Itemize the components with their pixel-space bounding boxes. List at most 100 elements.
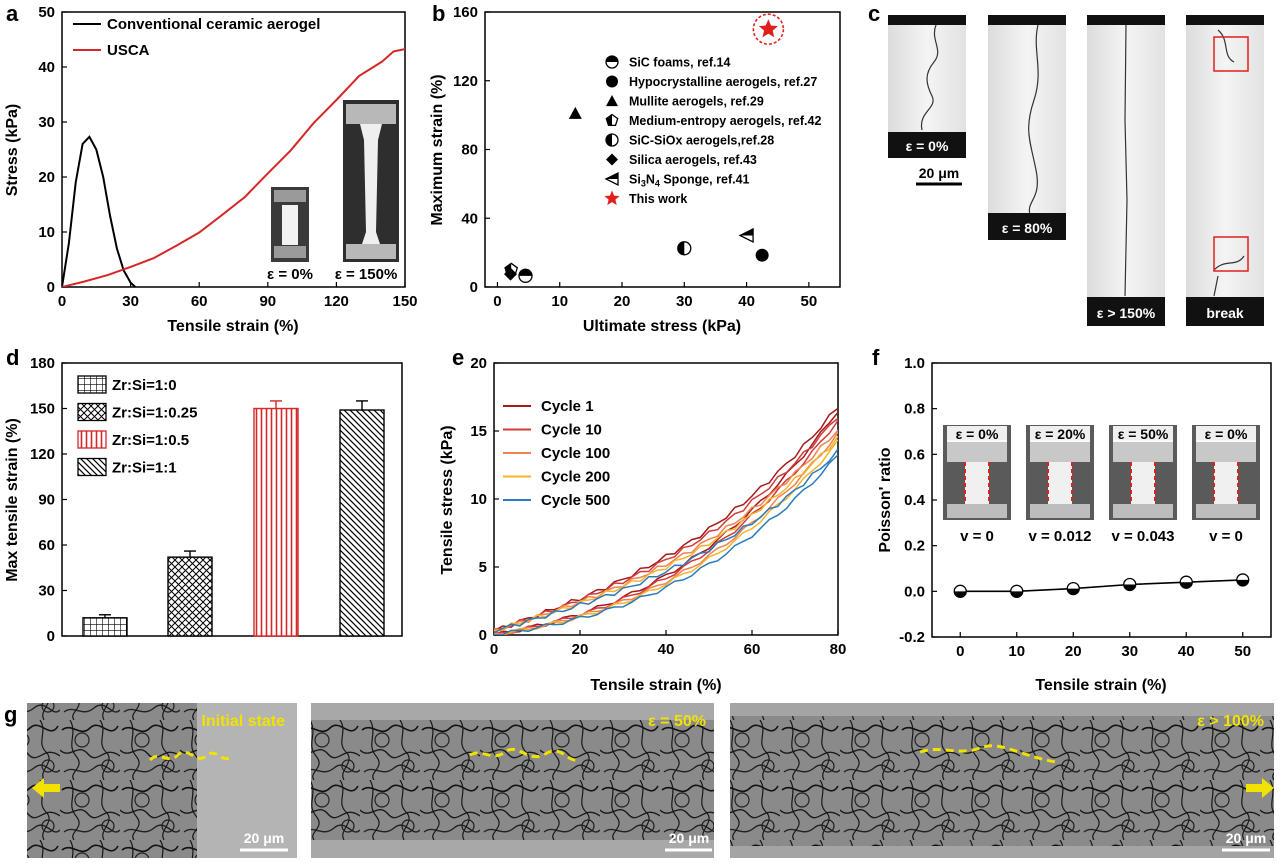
panel-b-star-halo bbox=[752, 13, 785, 45]
panel-g-image-0: Initial state 20 μm bbox=[27, 703, 297, 858]
panel-b-legend-label-2: Mullite aerogels, ref.29 bbox=[629, 95, 764, 109]
panel-b-legend-marker-2 bbox=[606, 95, 618, 107]
panel-d-bar-1 bbox=[167, 556, 213, 637]
panel-f-inset-clamp-top-3 bbox=[1196, 440, 1256, 462]
panel-e-x-tick-label-1: 20 bbox=[572, 641, 589, 658]
panel-f-y-tick-label-0: -0.2 bbox=[899, 629, 925, 646]
panel-b-legend-marker-4-fill bbox=[606, 134, 612, 146]
panel-f-y-tick-label-4: 0.6 bbox=[904, 446, 925, 463]
panel-f-ticks: 0 10 20 30 40 50 -0.2 0.0 0.2 0.4 0.6 0.8 1.0 bbox=[899, 355, 1251, 660]
panel-d-y-tick-label-6: 180 bbox=[30, 355, 55, 372]
panel-b-axes-frame bbox=[484, 11, 841, 288]
panel-f-inset-sample-1 bbox=[1048, 462, 1072, 504]
panel-e-y-tick-label-1: 5 bbox=[479, 559, 487, 576]
panel-d-legend-label-1: Zr:Si=1:0.25 bbox=[112, 405, 197, 422]
panel-a-x-axis-label: Tensile strain (%) bbox=[167, 318, 298, 335]
panel-e-lines bbox=[494, 407, 838, 635]
panel-d-y-tick-label-0: 0 bbox=[47, 628, 55, 645]
panel-f-inset-clamp-bottom-3 bbox=[1196, 504, 1256, 518]
panel-b-x-tick-label-0: 0 bbox=[493, 293, 501, 310]
panel-f-point-fill-1 bbox=[1010, 591, 1023, 598]
panel-f-point-1 bbox=[1010, 584, 1024, 598]
panel-b-legend-marker-0-fill bbox=[606, 56, 618, 62]
panel-e-legend-label-3: Cycle 200 bbox=[541, 469, 610, 486]
panel-d-y-tick-label-2: 60 bbox=[38, 537, 55, 554]
panel-f-inset-strain-0: ε = 0% bbox=[956, 426, 999, 442]
panel-b-x-tick-label-1: 10 bbox=[551, 293, 568, 310]
panel-b-legend-label-7: This work bbox=[629, 192, 687, 206]
panel-f-point-fill-2 bbox=[1067, 588, 1080, 595]
panel-c-label-2: ε > 150% bbox=[1097, 305, 1156, 321]
panel-e-curve-unload-4 bbox=[494, 454, 838, 635]
panel-b-legend-label-5: Silica aerogels, ref.43 bbox=[629, 153, 757, 167]
panel-b-point-4 bbox=[677, 241, 692, 256]
panel-b-legend-label-1: Hypocrystalline aerogels, ref.27 bbox=[629, 75, 817, 89]
panel-letter-f: f bbox=[872, 345, 880, 370]
panel-f-insets: ε = 0% v = 0 ε = 20% v = 0.012 ε = 50% v = 0.… bbox=[943, 425, 1260, 545]
panel-b-y-tick-label-0: 0 bbox=[470, 279, 478, 296]
panel-g-label-1: ε = 50% bbox=[648, 713, 706, 730]
panel-d-legend: Zr:Si=1:0 Zr:Si=1:0.25 Zr:Si=1:0.5 Zr:Si=1:… bbox=[77, 375, 197, 477]
panel-c-label-3: break bbox=[1206, 305, 1244, 321]
panel-f-point-fill-4 bbox=[1180, 582, 1193, 589]
panel-f-inset-sample-0 bbox=[965, 462, 989, 504]
panel-f-inset-v-3: v = 0 bbox=[1209, 528, 1243, 545]
panel-b-legend-marker-3-fill bbox=[606, 114, 612, 126]
panel-f-point-4 bbox=[1179, 575, 1193, 589]
panel-b-points bbox=[504, 13, 785, 283]
panel-b-point-2-shape bbox=[568, 106, 582, 119]
panel-e-x-tick-label-2: 40 bbox=[658, 641, 675, 658]
panel-a-y-tick-label-1: 10 bbox=[38, 224, 55, 241]
panel-a-y-axis-label: Stress (kPa) bbox=[4, 104, 21, 197]
panel-f-inset-label-bg-1 bbox=[1030, 426, 1090, 442]
panel-e-ticks: 0 20 40 60 80 0 5 10 15 20 bbox=[470, 355, 846, 658]
panel-a-series-ceramic-aerogel bbox=[62, 135, 136, 287]
panel-f-inset-sample-2 bbox=[1131, 462, 1155, 504]
panel-e-x-tick-label-0: 0 bbox=[490, 641, 498, 658]
panel-b-ticks: 0 10 20 30 40 50 0 40 80 120 160 bbox=[453, 4, 817, 310]
panel-letter-b: b bbox=[432, 1, 445, 26]
panel-e-y-tick-label-2: 10 bbox=[470, 491, 487, 508]
panel-a-legend-label-1: Conventional ceramic aerogel bbox=[107, 16, 320, 33]
panel-f-inset-strain-3: ε = 0% bbox=[1205, 426, 1248, 442]
panel-b-point-5 bbox=[504, 267, 518, 281]
panel-b-point-5-shape bbox=[504, 267, 518, 281]
panel-letter-d: d bbox=[6, 345, 19, 370]
panel-d-bars bbox=[82, 400, 385, 637]
panel-f-poisson-chart: 0 10 20 30 40 50 -0.2 0.0 0.2 0.4 0.6 0.8 1.0 ε = 0%… bbox=[877, 355, 1272, 694]
panel-f-x-axis-label: Tensile strain (%) bbox=[1035, 677, 1166, 694]
panel-c-fracture-photos: ε = 0% 20 μm ε = 80% ε > 150% bbox=[888, 15, 1264, 326]
panel-f-point-5 bbox=[1236, 573, 1250, 587]
panel-f-y-axis-label: Poisson' ratio bbox=[877, 447, 894, 552]
panel-g-image-1: ε = 50% 20 μm bbox=[311, 703, 714, 858]
panel-f-inset-label-bg-3 bbox=[1196, 426, 1256, 442]
panel-f-series bbox=[953, 573, 1250, 598]
panel-b-y-tick-label-1: 40 bbox=[461, 210, 478, 227]
panel-f-inset-clamp-bottom-1 bbox=[1030, 504, 1090, 518]
panel-f-inset-clamp-top-1 bbox=[1030, 440, 1090, 462]
panel-e-x-tick-label-3: 60 bbox=[744, 641, 761, 658]
panel-b-legend-label-part-1: 3 bbox=[641, 179, 646, 189]
panel-f-line bbox=[960, 579, 1243, 593]
panel-g-scale-2: 20 μm bbox=[1226, 830, 1266, 846]
panel-b-legend-label-0: SiC foams, ref.14 bbox=[629, 56, 730, 70]
panel-d-legend-label-2: Zr:Si=1:0.5 bbox=[112, 432, 189, 449]
panel-d-legend-swatch-1 bbox=[77, 402, 107, 422]
panel-a-x-tick-label-4: 120 bbox=[324, 293, 349, 310]
panel-b-point-1 bbox=[755, 248, 769, 262]
panel-a-y-tick-label-5: 50 bbox=[38, 4, 55, 21]
panel-b-legend-label-3: Medium-entropy aerogels, ref.42 bbox=[629, 114, 821, 128]
panel-b-point-7-shape bbox=[758, 19, 778, 38]
panel-b-point-0-fill bbox=[518, 269, 532, 276]
panel-d-legend-swatch-0 bbox=[77, 375, 107, 394]
panel-f-x-tick-label-4: 40 bbox=[1178, 643, 1195, 660]
panel-f-x-tick-label-0: 0 bbox=[956, 643, 964, 660]
panel-f-x-tick-label-2: 20 bbox=[1065, 643, 1082, 660]
panel-b-x-axis-label: Ultimate stress (kPa) bbox=[583, 318, 741, 335]
panel-e-curve-load-0 bbox=[494, 407, 838, 632]
panel-f-point-2 bbox=[1066, 581, 1080, 596]
panel-f-y-tick-label-6: 1.0 bbox=[904, 355, 925, 372]
panel-f-inset-v-0: v = 0 bbox=[960, 528, 994, 545]
